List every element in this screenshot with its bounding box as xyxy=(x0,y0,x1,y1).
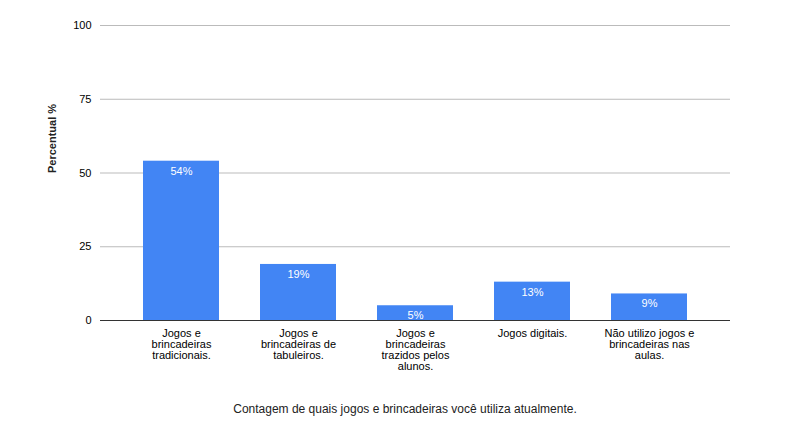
svg-text:Não utilizo jogos ebrincadeira: Não utilizo jogos ebrincadeiras nasaulas… xyxy=(605,327,695,361)
svg-text:0: 0 xyxy=(85,314,91,326)
svg-text:75: 75 xyxy=(79,93,91,105)
html-text:Contagem de quais jogos e brin: Contagem de quais jogos e brincadeiras v… xyxy=(233,402,577,416)
svg-text:25: 25 xyxy=(79,240,91,252)
svg-text:9%: 9% xyxy=(642,297,658,309)
svg-text:5%: 5% xyxy=(408,309,424,321)
svg-text:Jogos ebrincadeiras detabuleir: Jogos ebrincadeiras detabuleiros. xyxy=(261,327,336,361)
svg-text:Jogos ebrincadeirastradicionai: Jogos ebrincadeirastradicionais. xyxy=(152,327,212,361)
svg-text:19%: 19% xyxy=(287,268,309,280)
svg-text:13%: 13% xyxy=(521,286,543,298)
svg-text:50: 50 xyxy=(79,167,91,179)
svg-text:Jogos ebrincadeirastrazidos pe: Jogos ebrincadeirastrazidos pelosalunos. xyxy=(382,327,450,372)
svg-text:100: 100 xyxy=(73,19,91,31)
svg-text:54%: 54% xyxy=(170,165,192,177)
svg-text:Jogos digitais.: Jogos digitais. xyxy=(498,327,568,339)
svg-text:Percentual %: Percentual % xyxy=(46,104,58,173)
